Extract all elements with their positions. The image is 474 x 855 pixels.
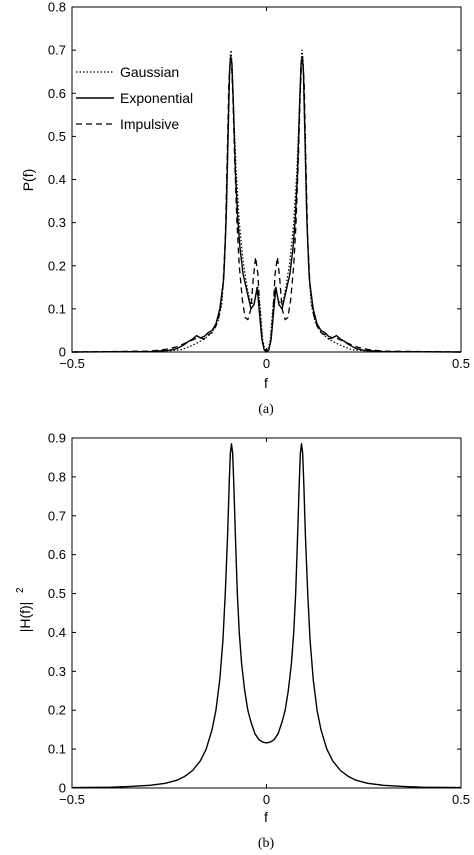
- panel-b-ylabel-superscript: 2: [15, 587, 26, 593]
- panel-b-series-line-0: [71, 443, 462, 789]
- panel-b-chart: 00.10.20.30.40.50.60.70.80.9−0.5 0 0.5 f |…: [15, 431, 470, 852]
- panel-b-caption: (b): [258, 836, 275, 851]
- panel-a-ticks: 00.10.20.30.40.50.60.70.8−0.5 0 0.5: [48, 0, 470, 371]
- panel-a-xtick-label: 0: [263, 356, 270, 371]
- panel-b-ytick-label: 0.4: [48, 625, 66, 640]
- panel-b-series: [71, 443, 462, 789]
- panel-a-series-impulsive: [71, 58, 462, 353]
- panel-a-caption: (a): [258, 402, 274, 417]
- panel-a-series: [71, 49, 462, 353]
- legend-label-gaussian: Gaussian: [120, 64, 179, 80]
- panel-b-ytick-label: 0.8: [48, 469, 66, 484]
- panel-a-ytick-label: 0.2: [48, 258, 66, 273]
- panel-a-chart: 00.10.20.30.40.50.60.70.8−0.5 0 0.5 f P(f)…: [20, 0, 470, 417]
- panel-b-ytick-label: 0.1: [48, 742, 66, 757]
- panel-a-ytick-label: 0: [59, 345, 66, 360]
- panel-a-plot-area: [71, 6, 462, 353]
- panel-a-xlabel: f: [264, 375, 268, 391]
- panel-b-ytick-label: 0.3: [48, 664, 66, 679]
- panel-b-ytick-label: 0.9: [48, 431, 66, 446]
- panel-b-ylabel: |H(f)|: [17, 602, 33, 633]
- panel-a-ytick-label: 0.6: [48, 86, 66, 101]
- panel-b-ytick-label: 0.7: [48, 508, 66, 523]
- legend-label-exponential: Exponential: [120, 90, 193, 106]
- panel-b-xlabel: f: [264, 809, 268, 825]
- panel-a-ytick-label: 0.1: [48, 301, 66, 316]
- panel-a-ytick-label: 0.5: [48, 129, 66, 144]
- panel-b-xtick-label: −0.5: [59, 792, 85, 807]
- panel-a-ytick-label: 0.7: [48, 43, 66, 58]
- panel-b-ticks: 00.10.20.30.40.50.60.70.80.9−0.5 0 0.5: [48, 431, 470, 808]
- panel-b-ytick-label: 0.5: [48, 586, 66, 601]
- panel-a-legend: Gaussian Exponential Impulsive: [76, 64, 193, 132]
- legend-label-impulsive: Impulsive: [120, 116, 179, 132]
- panel-b-xtick-label: 0.5: [452, 792, 470, 807]
- panel-a-ytick-label: 0.8: [48, 0, 66, 15]
- panel-a-ytick-label: 0.3: [48, 215, 66, 230]
- panel-b-xtick-label: 0: [263, 792, 270, 807]
- panel-b-ytick-label: 0.2: [48, 703, 66, 718]
- panel-a-ylabel: P(f): [20, 169, 36, 192]
- panel-a-ytick-label: 0.4: [48, 172, 66, 187]
- panel-b-plot-area: [71, 437, 462, 789]
- panel-b-ytick-label: 0.6: [48, 547, 66, 562]
- panel-b-ytick-label: 0: [59, 781, 66, 796]
- panel-a-xtick-label: 0.5: [452, 356, 470, 371]
- panel-a-xtick-label: −0.5: [59, 356, 85, 371]
